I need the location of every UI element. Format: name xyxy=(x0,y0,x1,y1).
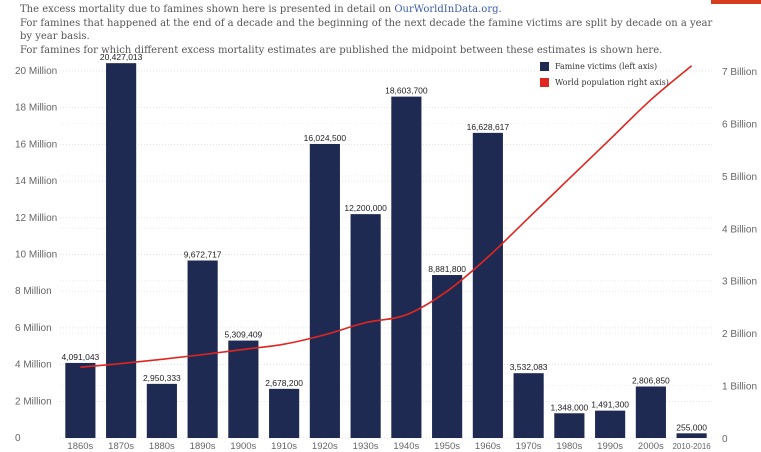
bar xyxy=(595,410,626,438)
legend-item-famine: Famine victims (left axis) xyxy=(540,58,669,74)
y-left-tick-label: 4 Million xyxy=(15,360,52,371)
bar-value-label: 2,950,333 xyxy=(143,373,181,383)
x-tick-label: 1930s xyxy=(353,441,379,452)
x-tick-label: 1890s xyxy=(190,441,216,452)
bar-value-label: 4,091,043 xyxy=(61,352,99,362)
x-tick-label: 1920s xyxy=(312,441,338,452)
bar xyxy=(106,63,137,439)
y-right-tick-label: 0 xyxy=(722,434,728,445)
x-tick-label: 1960s xyxy=(475,441,501,452)
y-right-tick-label: 7 Billion xyxy=(722,67,757,78)
bar-value-label: 18,603,700 xyxy=(385,86,428,96)
y-right-tick-label: 3 Billion xyxy=(722,277,757,288)
bar xyxy=(146,383,177,438)
bar-value-label: 2,806,850 xyxy=(632,375,670,385)
y-right-tick-label: 6 Billion xyxy=(722,119,757,130)
x-tick-label: 1910s xyxy=(271,441,297,452)
x-tick-label: 2000s xyxy=(638,441,664,452)
x-tick-label: 1970s xyxy=(516,441,542,452)
note-line-3: For famines for which different excess m… xyxy=(20,44,663,56)
bar xyxy=(635,386,666,438)
bar-value-label: 1,348,000 xyxy=(550,402,588,412)
y-left-tick-label: 12 Million xyxy=(15,213,57,224)
brand-accent-bar xyxy=(711,0,761,4)
y-left-tick-label: 14 Million xyxy=(15,176,57,187)
bar-value-label: 9,672,717 xyxy=(184,250,222,260)
bar xyxy=(554,413,585,438)
bar xyxy=(472,132,503,439)
chart-legend: Famine victims (left axis) World populat… xyxy=(540,58,669,90)
bar-value-label: 12,200,000 xyxy=(344,203,387,213)
bar xyxy=(228,340,259,438)
bar-value-label: 255,000 xyxy=(676,422,707,432)
bar xyxy=(309,143,340,438)
bar-value-label: 20,427,013 xyxy=(100,52,143,62)
note-line-1: The excess mortality due to famines show… xyxy=(20,4,502,15)
bar xyxy=(513,373,544,438)
chart-notes: The excess mortality due to famines show… xyxy=(20,3,720,57)
y-left-tick-label: 18 Million xyxy=(15,103,57,114)
y-left-tick-label: 6 Million xyxy=(15,323,52,334)
y-left-tick-label: 2 Million xyxy=(15,396,52,407)
bar-value-label: 16,024,500 xyxy=(304,133,347,143)
bar-value-label: 8,881,800 xyxy=(428,264,466,274)
y-left-tick-label: 10 Million xyxy=(15,250,57,261)
x-tick-label: 2010-2016 xyxy=(672,442,711,451)
x-tick-label: 1950s xyxy=(434,441,460,452)
y-left-tick-label: 0 xyxy=(15,433,21,444)
note-line-2: For famines that happened at the end of … xyxy=(20,17,713,43)
bar xyxy=(187,260,218,438)
bar-value-label: 5,309,409 xyxy=(224,330,262,340)
x-tick-label: 1990s xyxy=(597,441,623,452)
y-left-tick-label: 16 Million xyxy=(15,139,57,150)
y-right-tick-label: 5 Billion xyxy=(722,172,757,183)
x-tick-label: 1900s xyxy=(230,441,256,452)
bar-value-label: 3,532,083 xyxy=(510,362,548,372)
y-right-tick-label: 4 Billion xyxy=(722,224,757,235)
bar xyxy=(676,433,707,438)
bar-value-label: 16,628,617 xyxy=(467,122,510,132)
bar-value-label: 1,491,300 xyxy=(591,400,629,410)
bar xyxy=(269,388,300,438)
y-right-tick-label: 1 Billion xyxy=(722,382,757,393)
bar xyxy=(65,362,96,438)
x-tick-label: 1870s xyxy=(108,441,134,452)
x-tick-label: 1940s xyxy=(393,441,419,452)
y-right-tick-label: 2 Billion xyxy=(722,329,757,340)
x-tick-label: 1880s xyxy=(149,441,175,452)
population-line xyxy=(80,65,693,369)
x-tick-label: 1860s xyxy=(67,441,93,452)
owid-link[interactable]: OurWorldInData.org xyxy=(394,4,499,15)
y-left-tick-label: 20 Million xyxy=(15,66,57,77)
legend-item-population: World population right axis) xyxy=(540,74,669,90)
bar xyxy=(432,275,463,438)
bar-value-label: 2,678,200 xyxy=(265,378,303,388)
legend-swatch-population xyxy=(540,77,549,87)
y-left-tick-label: 8 Million xyxy=(15,286,52,297)
legend-swatch-famine xyxy=(540,61,549,71)
x-tick-label: 1980s xyxy=(556,441,582,452)
bar xyxy=(391,96,422,439)
